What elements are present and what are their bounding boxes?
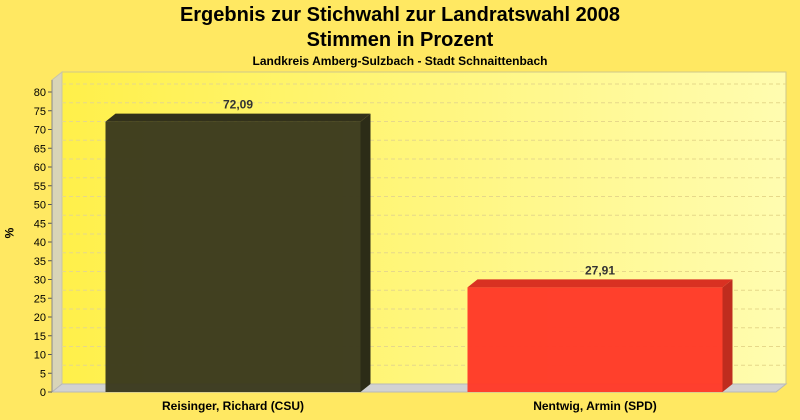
y-tick-label: 25 xyxy=(34,293,46,305)
bar xyxy=(105,113,371,392)
y-tick-label: 0 xyxy=(40,387,46,399)
y-tick-label: 70 xyxy=(34,125,46,137)
bar-side xyxy=(360,113,371,392)
y-tick-label: 75 xyxy=(34,106,46,118)
data-label: 27,91 xyxy=(585,263,615,277)
bar-top xyxy=(467,279,733,288)
bar-front xyxy=(467,287,723,392)
chart-title-line2: Stimmen in Prozent xyxy=(306,29,494,51)
y-tick-label: 35 xyxy=(34,256,46,268)
y-tick-label: 60 xyxy=(34,162,46,174)
plot-side-wall xyxy=(51,70,63,394)
chart-title: Ergebnis zur Stichwahl zur Landratswahl … xyxy=(179,4,621,26)
y-tick-label: 5 xyxy=(40,368,46,380)
x-category-label: Reisinger, Richard (CSU) xyxy=(162,399,304,413)
data-label: 72,09 xyxy=(223,98,253,112)
bar xyxy=(467,279,733,392)
y-tick-label: 50 xyxy=(34,200,46,212)
y-tick-label: 40 xyxy=(34,237,46,249)
y-tick-label: 15 xyxy=(34,331,46,343)
bar-front xyxy=(105,121,361,392)
bar-top xyxy=(105,113,371,122)
y-tick-label: 10 xyxy=(34,350,46,362)
y-tick-label: 30 xyxy=(34,275,46,287)
x-category-label: Nentwig, Armin (SPD) xyxy=(533,399,657,413)
y-tick-label: 80 xyxy=(34,87,46,99)
bar-side xyxy=(722,279,733,392)
chart-subtitle: Landkreis Amberg-Sulzbach - Stadt Schnai… xyxy=(252,54,548,68)
y-tick-label: 55 xyxy=(34,181,46,193)
y-tick-label: 20 xyxy=(34,312,46,324)
y-tick-label: 45 xyxy=(34,218,46,230)
y-tick-label: 65 xyxy=(34,143,46,155)
